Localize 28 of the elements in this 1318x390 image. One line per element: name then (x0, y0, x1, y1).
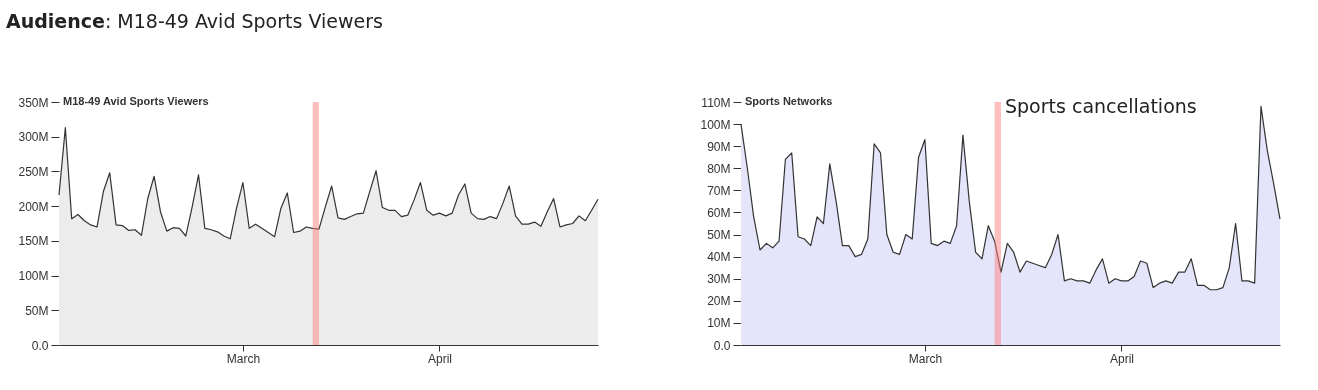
legend-label: M18-49 Avid Sports Viewers (63, 95, 209, 107)
y-tick-label: 110M (701, 95, 731, 110)
x-tick-label: March (908, 351, 943, 366)
y-tick-label: 80M (707, 161, 731, 176)
x-tick-label: April (1109, 351, 1134, 366)
band-label: Sports cancellations (1004, 95, 1197, 117)
y-tick-label: 70M (707, 183, 731, 198)
y-tick-label: 30M (707, 272, 731, 287)
y-tick-label: 100M (700, 117, 731, 132)
y-tick-label: 350M (18, 95, 49, 110)
y-tick-label: 20M (707, 294, 731, 309)
y-tick-label: 50M (25, 303, 49, 318)
y-tick-label: 10M (707, 316, 731, 331)
chart-title: Audience: M18-49 Avid Sports Viewers (6, 10, 383, 32)
legend-label: Sports Networks (745, 95, 833, 107)
y-tick-label: 60M (707, 205, 731, 220)
y-tick-label: 50M (707, 228, 731, 243)
y-tick-label: 250M (18, 164, 49, 179)
y-tick-label: 0.0 (713, 338, 731, 353)
y-tick-label: 90M (707, 139, 731, 154)
y-tick-label: 40M (707, 250, 731, 265)
y-tick-label: 200M (18, 199, 49, 214)
y-tick-label: 0.0 (31, 338, 49, 353)
y-tick-label: 300M (18, 130, 49, 145)
x-tick-label: April (427, 351, 452, 366)
x-tick-label: March (226, 351, 261, 366)
y-tick-label: 150M (18, 234, 49, 249)
y-tick-label: 100M (18, 269, 49, 284)
